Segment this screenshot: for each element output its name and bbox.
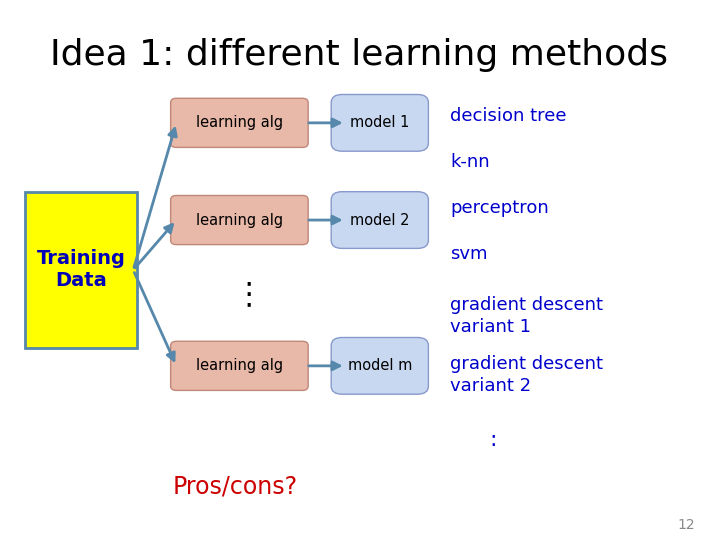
Text: perceptron: perceptron [450,199,549,217]
FancyBboxPatch shape [25,192,137,348]
FancyBboxPatch shape [331,94,428,151]
Text: ⋮: ⋮ [233,280,264,309]
Text: model 2: model 2 [350,213,410,227]
Text: gradient descent
variant 2: gradient descent variant 2 [450,355,603,395]
Text: learning alg: learning alg [196,359,283,373]
Text: gradient descent
variant 1: gradient descent variant 1 [450,296,603,336]
Text: k-nn: k-nn [450,153,490,171]
FancyBboxPatch shape [331,338,428,394]
Text: Pros/cons?: Pros/cons? [173,474,298,498]
FancyBboxPatch shape [171,341,308,390]
Text: Training
Data: Training Data [37,249,125,291]
FancyBboxPatch shape [171,195,308,245]
Text: learning alg: learning alg [196,213,283,227]
Text: decision tree: decision tree [450,107,567,125]
Text: :: : [490,430,497,450]
Text: svm: svm [450,245,487,263]
Text: Idea 1: different learning methods: Idea 1: different learning methods [50,38,668,72]
FancyBboxPatch shape [331,192,428,248]
Text: learning alg: learning alg [196,116,283,130]
FancyBboxPatch shape [171,98,308,147]
Text: model m: model m [348,359,412,373]
Text: 12: 12 [678,518,695,532]
Text: model 1: model 1 [350,116,410,130]
